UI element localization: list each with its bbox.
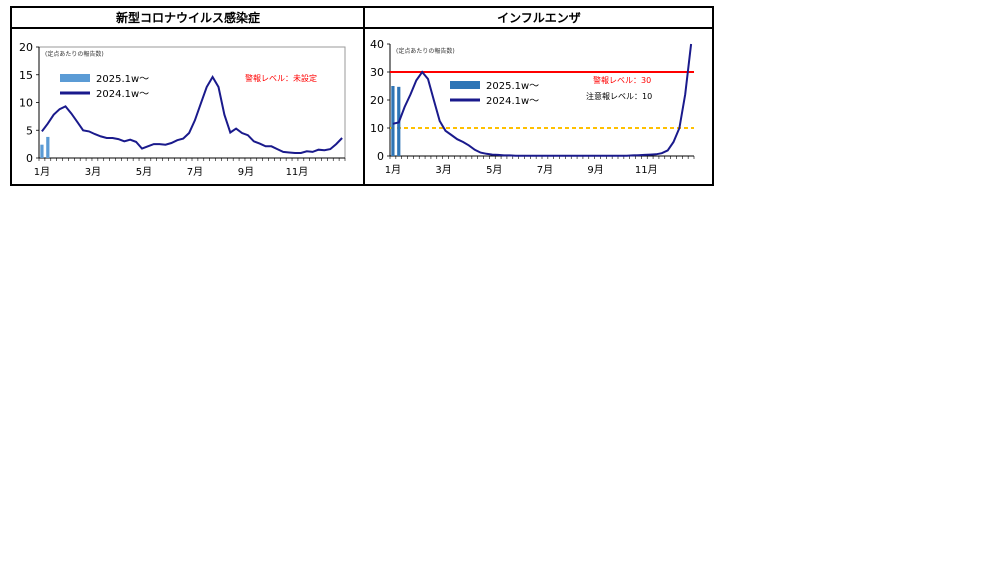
covid-legend-swatch-bar [60,74,90,82]
flu-legend-swatch-bar [450,81,480,89]
covid-plot-frame [38,46,346,159]
covid-bar [40,144,44,158]
covid-x-tick-label: 1月 [34,166,50,178]
covid-bar [46,136,50,158]
covid-legend-label-bar: 2025.1w〜 [96,74,149,85]
covid-x-tick-label: 9月 [238,166,254,178]
covid-unit-note: (定点あたりの報告数) [45,50,104,58]
flu-x-tick-label: 3月 [435,164,451,176]
covid-x-tick-label: 7月 [187,166,203,178]
chart-title-influenza: インフルエンザ [364,8,714,29]
flu-x-tick-label: 7月 [537,164,553,176]
covid-chart: 0 5 10 15 20 1月 3月 5月 7月 9月 11月 (定点あたりの報告数) 2025.1w〜… [19,41,346,178]
covid-y-tick-label: 15 [19,69,33,82]
flu-unit-note: (定点あたりの報告数) [396,47,455,55]
covid-line-series [41,75,343,154]
flu-y-tick-label: 30 [370,66,384,79]
flu-x-tick-label: 9月 [587,164,603,176]
flu-x-tick-label: 1月 [385,164,401,176]
flu-legend-label-line: 2024.1w〜 [486,96,539,107]
covid-x-tick-label: 3月 [85,166,101,178]
flu-x-tick-label: 11月 [635,164,658,176]
flu-line-series [392,43,693,157]
covid-y-tick-label: 5 [26,124,33,137]
flu-x-tick-label: 5月 [486,164,502,176]
covid-alert-annotation: 警報レベル：未設定 [245,73,317,83]
chart-title-covid: 新型コロナウイルス感染症 [12,8,364,29]
covid-x-tick-label: 11月 [286,166,309,178]
panel-divider [363,8,365,184]
covid-y-tick-label: 0 [26,152,33,165]
flu-legend-label-bar: 2025.1w〜 [486,81,539,92]
covid-x-tick-label: 5月 [136,166,152,178]
flu-threshold-label-warning: 警報レベル：30 [593,75,651,85]
covid-y-tick-label: 10 [19,97,33,110]
covid-y-tick-label: 20 [19,41,33,54]
flu-y-tick-label: 20 [370,94,384,107]
chart-panel: 新型コロナウイルス感染症 インフルエンザ 0 5 10 15 20 1月 3月 5月 7月 9月 1… [10,6,714,186]
influenza-chart: 0 10 20 30 40 1月 3月 5月 7月 9月 11月 (定点あたりの報告数) 2025.1w… [370,38,695,176]
covid-legend-label-line: 2024.1w〜 [96,89,149,100]
flu-y-tick-label: 10 [370,122,384,135]
flu-y-tick-label: 40 [370,38,384,51]
flu-bar [391,86,395,156]
flu-y-tick-label: 0 [377,150,384,163]
flu-threshold-label-advisory: 注意報レベル：10 [586,91,652,101]
